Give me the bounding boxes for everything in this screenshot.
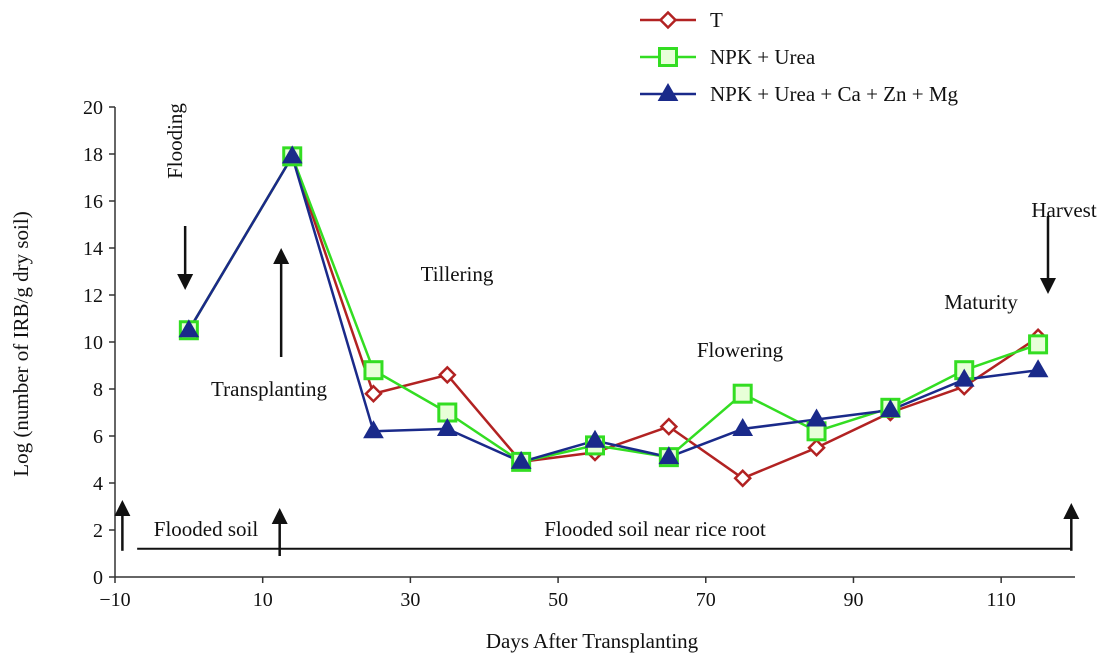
x-tick-label: 90 [843, 589, 863, 611]
data-point-series-3 [363, 420, 384, 439]
y-tick-label: 0 [93, 567, 103, 589]
series-lines [187, 155, 1039, 480]
x-axis-title: Days After Transplanting [486, 629, 699, 653]
tick-labels: 0 2 4 6 8 10 12 14 16 18 20 −10 10 30 50 70 90 110 [83, 97, 1016, 611]
data-point-series-3 [732, 417, 754, 436]
flooding-arrow-head [177, 274, 194, 290]
data-point-series-3 [584, 429, 606, 448]
x-tick-label: 70 [696, 589, 716, 611]
y-tick-label: 2 [93, 520, 103, 542]
data-point-series-3 [953, 368, 975, 387]
data-point-series-3 [281, 145, 303, 164]
x-tick-label: 10 [253, 589, 273, 611]
data-point-series-3 [880, 399, 901, 418]
legend-entry-1: T [640, 8, 723, 32]
harvest-arrow-head [1040, 278, 1056, 294]
transplanting-arrow [273, 248, 290, 357]
y-tick-label: 20 [83, 97, 103, 119]
harvest-arrow [1040, 216, 1056, 294]
y-tick-label: 8 [93, 379, 103, 401]
flooded-soil-start-arrow-head [114, 500, 131, 516]
transplanting-arrow-head [273, 248, 290, 264]
annotation-tillering: Tillering [421, 262, 494, 286]
data-point-series-3 [510, 450, 532, 469]
annotation-flooded-soil: Flooded soil [154, 517, 259, 541]
y-tick-label: 10 [83, 332, 103, 354]
flooded-soil-end-arrow [1063, 503, 1080, 551]
y-tick-label: 12 [83, 285, 103, 307]
data-point-series-3 [658, 446, 680, 465]
annotation-flooding: Flooding [163, 103, 187, 179]
data-point-series-2 [1028, 334, 1049, 355]
data-point-series-1 [364, 384, 383, 403]
annotation-flooded-soil-near-root: Flooded soil near rice root [544, 517, 766, 541]
y-tick-label: 14 [83, 238, 103, 260]
data-point-series-3 [178, 319, 200, 338]
legend-label: NPK + Urea + Ca + Zn + Mg [710, 82, 959, 106]
series-markers [178, 145, 1049, 488]
y-tick-label: 18 [83, 144, 103, 166]
x-tick-label: 50 [548, 589, 568, 611]
legend-label: NPK + Urea [710, 45, 816, 69]
data-point-series-2 [732, 383, 753, 404]
series-line-1 [187, 155, 1039, 480]
annotation-harvest: Harvest [1031, 198, 1096, 222]
flooded-soil-end-arrow-head [1063, 503, 1080, 519]
annotation-transplanting: Transplanting [211, 377, 327, 401]
legend-label: T [710, 8, 723, 32]
legend-entry-2: NPK + Urea [640, 45, 816, 69]
x-tick-label: −10 [99, 589, 130, 611]
y-tick-label: 16 [83, 191, 103, 213]
data-point-series-3 [1027, 359, 1049, 378]
series-line-2 [187, 155, 1039, 464]
flooded-soil-mid-arrow [271, 508, 288, 556]
annotation-maturity: Maturity [944, 290, 1018, 314]
x-tick-label: 110 [987, 589, 1016, 611]
data-point-series-1 [733, 469, 752, 488]
data-point-series-3 [436, 417, 458, 436]
data-point-series-2 [363, 360, 384, 381]
flooding-arrow [177, 226, 194, 290]
y-tick-label: 6 [93, 426, 103, 448]
y-tick-label: 4 [93, 473, 103, 495]
y-axis-title: Log (number of IRB/g dry soil) [9, 211, 33, 476]
legend-marker [658, 47, 678, 67]
flooded-soil-start-arrow [114, 500, 131, 551]
data-point-series-1 [438, 365, 457, 385]
x-tick-label: 30 [400, 589, 420, 611]
data-point-series-1 [807, 438, 826, 458]
annotation-arrows [114, 216, 1080, 556]
data-point-series-3 [806, 408, 827, 427]
legend-marker [658, 10, 678, 30]
data-point-series-1 [659, 417, 679, 436]
legend: T NPK + Urea NPK + Urea + Ca + Zn + Mg [640, 8, 959, 106]
series-line-3 [187, 155, 1039, 464]
legend-marker [657, 82, 679, 101]
legend-entry-3: NPK + Urea + Ca + Zn + Mg [640, 82, 959, 106]
flooded-soil-mid-arrow-head [271, 508, 288, 524]
axes [109, 106, 1075, 583]
annotation-flowering: Flowering [697, 338, 784, 362]
